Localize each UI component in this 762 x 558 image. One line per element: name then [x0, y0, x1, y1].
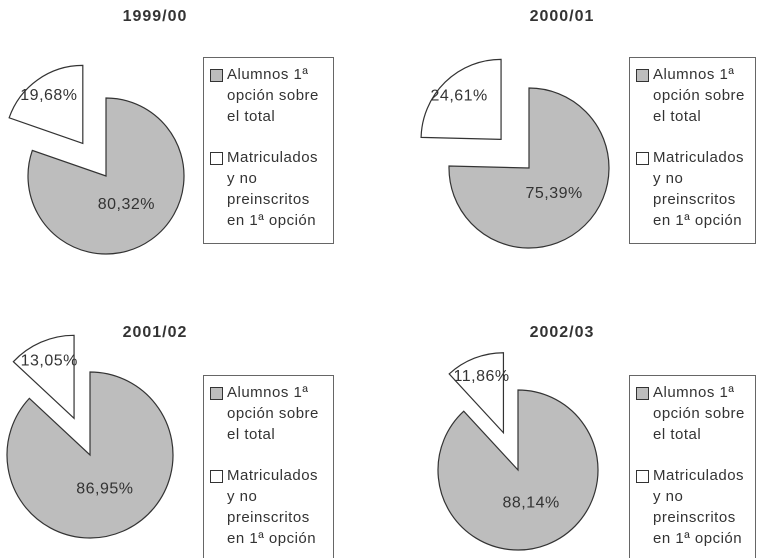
legend-item: Matriculados y no preinscritos en 1ª opc…	[210, 147, 329, 231]
pie-slice	[448, 352, 505, 435]
pie-slice	[448, 87, 610, 249]
legend-swatch	[210, 69, 223, 82]
legend: Alumnos 1ª opción sobre el total Matricul…	[203, 57, 334, 244]
legend-label: Matriculados y no preinscritos en 1ª opc…	[653, 149, 745, 229]
legend-item: Matriculados y no preinscritos en 1ª opc…	[210, 465, 329, 549]
pie-slice	[437, 389, 599, 551]
legend-label: Matriculados y no preinscritos en 1ª opc…	[653, 467, 745, 547]
legend-swatch	[636, 69, 649, 82]
chart-title: 2000/01	[530, 8, 595, 25]
legend-label: Alumnos 1ª opción sobre el total	[227, 66, 319, 125]
legend: Alumnos 1ª opción sobre el total Matricul…	[629, 375, 756, 558]
legend-swatch	[210, 470, 223, 483]
legend-swatch	[210, 152, 223, 165]
legend-item: Alumnos 1ª opción sobre el total	[636, 64, 751, 127]
pie-slice	[12, 334, 75, 420]
legend-item: Matriculados y no preinscritos en 1ª opc…	[636, 147, 751, 231]
value-label: 24,61%	[431, 88, 488, 105]
chart-title: 2002/03	[530, 324, 595, 341]
value-label: 13,05%	[21, 352, 78, 369]
pie-slice	[420, 58, 502, 140]
value-label: 11,86%	[454, 368, 510, 385]
legend-item: Alumnos 1ª opción sobre el total	[636, 382, 751, 445]
legend-swatch	[210, 387, 223, 400]
value-label: 88,14%	[502, 495, 559, 512]
legend: Alumnos 1ª opción sobre el total Matricul…	[629, 57, 756, 244]
value-label: 80,32%	[98, 196, 155, 213]
legend-item: Alumnos 1ª opción sobre el total	[210, 64, 329, 127]
legend: Alumnos 1ª opción sobre el total Matricul…	[203, 375, 334, 558]
legend-swatch	[636, 470, 649, 483]
value-label: 86,95%	[76, 480, 133, 497]
legend-label: Alumnos 1ª opción sobre el total	[227, 384, 319, 443]
pie-slice	[8, 64, 84, 145]
legend-item: Matriculados y no preinscritos en 1ª opc…	[636, 465, 751, 549]
chart-title: 2001/02	[123, 324, 188, 341]
legend-swatch	[636, 387, 649, 400]
legend-item: Alumnos 1ª opción sobre el total	[210, 382, 329, 445]
pie-slice	[27, 97, 185, 255]
pie-slice	[6, 371, 174, 539]
legend-label: Matriculados y no preinscritos en 1ª opc…	[227, 467, 319, 547]
value-label: 75,39%	[526, 185, 583, 202]
value-label: 19,68%	[20, 87, 77, 104]
legend-swatch	[636, 152, 649, 165]
legend-label: Alumnos 1ª opción sobre el total	[653, 66, 745, 125]
legend-label: Alumnos 1ª opción sobre el total	[653, 384, 745, 443]
chart-title: 1999/00	[123, 8, 188, 25]
legend-label: Matriculados y no preinscritos en 1ª opc…	[227, 149, 319, 229]
